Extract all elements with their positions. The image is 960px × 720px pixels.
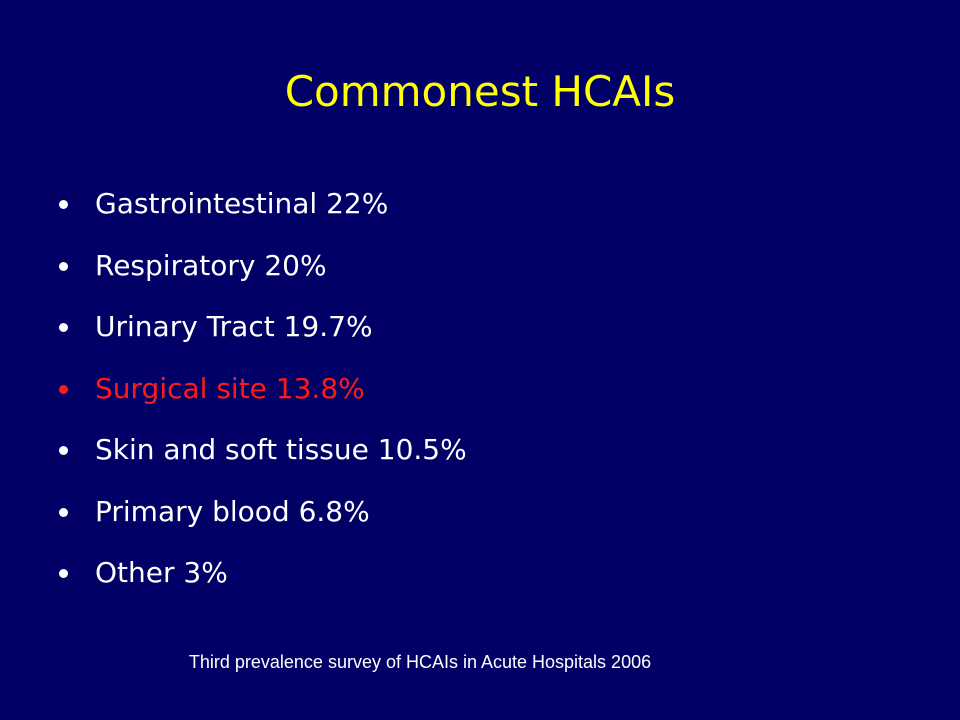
bullet-item: Respiratory 20% — [0, 238, 467, 300]
bullet-item: Other 3% — [0, 545, 467, 607]
bullet-item: Primary blood 6.8% — [0, 484, 467, 546]
bullet-item: Surgical site 13.8% — [0, 361, 467, 423]
slide-title: Commonest HCAIs — [284, 67, 676, 116]
bullet-item: Urinary Tract 19.7% — [0, 299, 467, 361]
bullet-list: Gastrointestinal 22% Respiratory 20% Urina… — [0, 176, 467, 607]
bullet-item: Gastrointestinal 22% — [0, 176, 467, 238]
footnote: Third prevalence survey of HCAIs in Acut… — [188, 652, 652, 672]
bullet-item: Skin and soft tissue 10.5% — [0, 422, 467, 484]
